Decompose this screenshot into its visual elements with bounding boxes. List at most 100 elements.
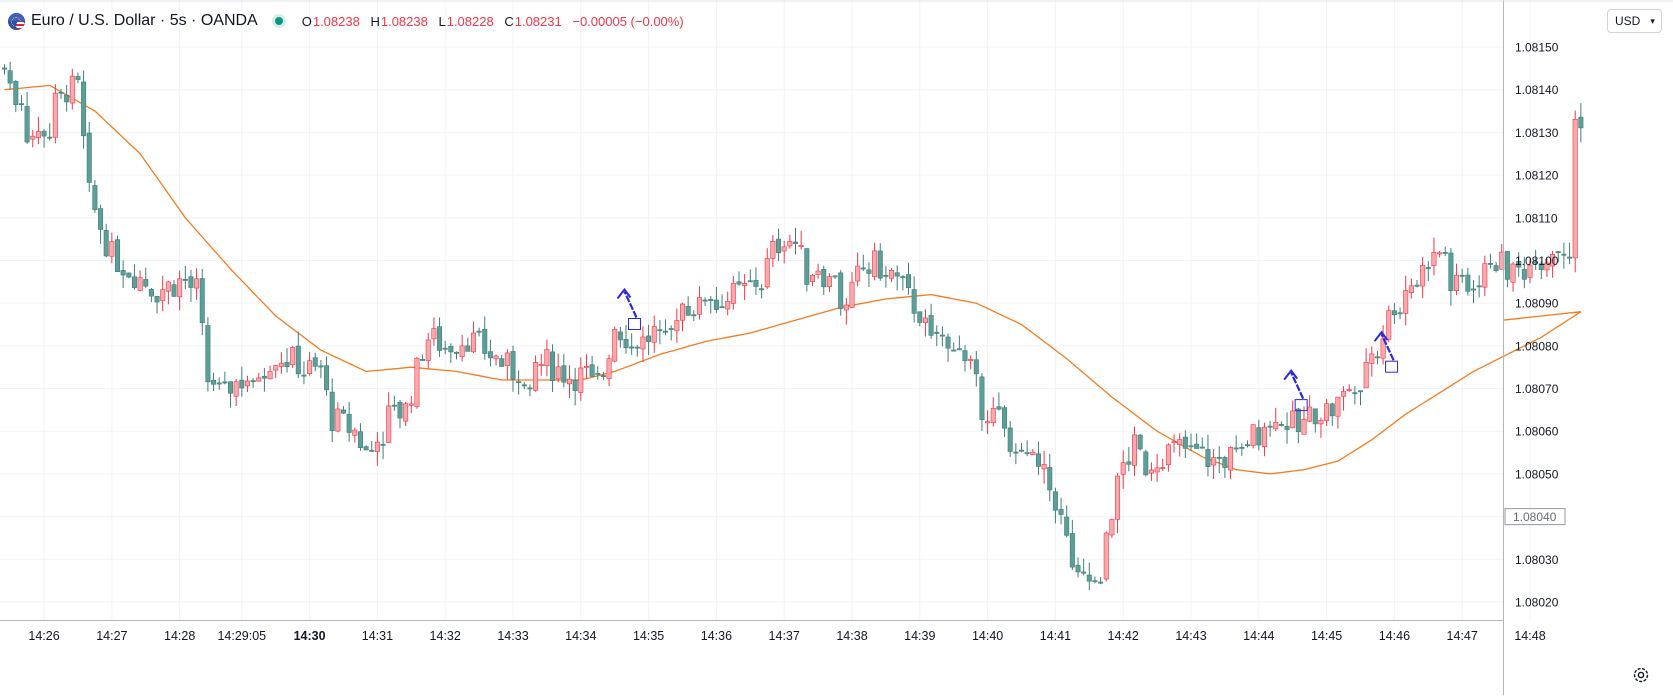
- candle-up: [1363, 348, 1369, 389]
- candle-down: [120, 260, 126, 289]
- candle-down: [1471, 280, 1477, 304]
- candle-body: [1041, 464, 1047, 470]
- candle-up: [425, 333, 431, 369]
- gear-icon[interactable]: [1630, 664, 1652, 686]
- candle-body: [945, 336, 951, 349]
- candle-down: [956, 335, 962, 351]
- candle-body: [561, 365, 567, 383]
- candle-up: [504, 349, 510, 380]
- candle-body: [617, 331, 623, 341]
- marker-arrow-shaft: [623, 291, 638, 318]
- candle-down: [1561, 242, 1567, 269]
- candle-body: [606, 358, 612, 380]
- candle-down: [188, 269, 194, 302]
- candle-body: [1561, 253, 1567, 256]
- candle-down: [482, 316, 488, 360]
- candle-down: [1578, 103, 1584, 143]
- candle-down: [1533, 249, 1539, 270]
- market-open-icon[interactable]: [271, 14, 286, 28]
- candle-body: [962, 350, 968, 362]
- candle-down: [1075, 557, 1081, 578]
- candle-body: [1471, 288, 1477, 291]
- candle-down: [199, 269, 205, 336]
- candle-up: [809, 273, 815, 287]
- x-tick-label: 14:30: [294, 629, 326, 643]
- candle-body: [1239, 446, 1245, 449]
- candle-up: [109, 232, 115, 264]
- current-price-box[interactable]: [1504, 508, 1566, 526]
- candle-down: [453, 351, 459, 360]
- candle-down: [41, 128, 47, 148]
- candle-body: [1126, 461, 1132, 465]
- candle-body: [222, 381, 228, 384]
- candle-body: [1064, 516, 1070, 536]
- candle-down: [934, 325, 940, 347]
- candle-up: [781, 240, 787, 264]
- candle-down: [250, 378, 256, 388]
- candle-body: [453, 351, 459, 354]
- candle-body: [1137, 434, 1143, 450]
- candle-up: [1420, 257, 1426, 299]
- candle-down: [465, 337, 471, 352]
- candle-body: [1454, 274, 1460, 291]
- candle-body: [98, 208, 104, 230]
- candle-body: [1431, 252, 1437, 267]
- candle-body: [855, 265, 861, 282]
- candle-down: [1047, 453, 1053, 502]
- candle-up: [1346, 384, 1352, 392]
- candle-body: [211, 379, 217, 385]
- candle-down: [295, 331, 301, 378]
- candle-down: [572, 367, 578, 406]
- candle-body: [1318, 420, 1324, 425]
- candle-body: [386, 405, 392, 443]
- candle-body: [815, 270, 821, 275]
- candle-up: [1307, 395, 1313, 423]
- candle-down: [7, 61, 13, 90]
- candle-down: [629, 333, 635, 355]
- candle-body: [92, 185, 98, 211]
- candle-body: [996, 406, 1002, 410]
- candle-body: [374, 441, 380, 452]
- candle-body: [414, 357, 420, 407]
- candle-body: [872, 250, 878, 277]
- candle-body: [295, 345, 301, 375]
- candle-up: [1550, 250, 1556, 278]
- candle-up: [1148, 462, 1154, 481]
- candle-body: [18, 103, 24, 106]
- symbol-title[interactable]: Euro / U.S. Dollar · 5s · OANDA: [31, 12, 258, 29]
- trade-markers: [616, 287, 1399, 412]
- candle-up: [165, 280, 171, 305]
- candle-body: [623, 338, 629, 349]
- currency-button[interactable]: USD ▾: [1607, 9, 1662, 33]
- buy-marker[interactable]: [1373, 330, 1399, 373]
- candle-up: [1115, 473, 1121, 534]
- candle-down: [1199, 437, 1205, 449]
- candle-body: [1069, 533, 1075, 568]
- candle-up: [35, 116, 41, 145]
- candle-body: [674, 320, 680, 332]
- candle-down: [657, 320, 663, 345]
- x-tick-label: 14:31: [362, 629, 393, 643]
- x-tick-label: 14:38: [836, 629, 867, 643]
- candle-down: [98, 204, 104, 244]
- x-tick-label: 14:44: [1243, 629, 1274, 643]
- candle-body: [725, 301, 731, 310]
- candle-body: [985, 421, 991, 424]
- buy-marker[interactable]: [1283, 368, 1308, 412]
- buy-marker[interactable]: [616, 287, 641, 330]
- candle-body: [589, 364, 595, 377]
- close-key: C: [504, 13, 514, 29]
- y-tick-label: 1.08020: [1515, 596, 1559, 610]
- candle-body: [1374, 356, 1380, 359]
- candle-body: [448, 345, 454, 353]
- candle-body: [307, 360, 313, 374]
- candle-up: [872, 242, 878, 281]
- candle-down: [369, 441, 375, 452]
- candle-up: [742, 273, 748, 301]
- candle-down: [510, 345, 516, 392]
- candle-body: [679, 303, 685, 321]
- candle-body: [555, 366, 561, 380]
